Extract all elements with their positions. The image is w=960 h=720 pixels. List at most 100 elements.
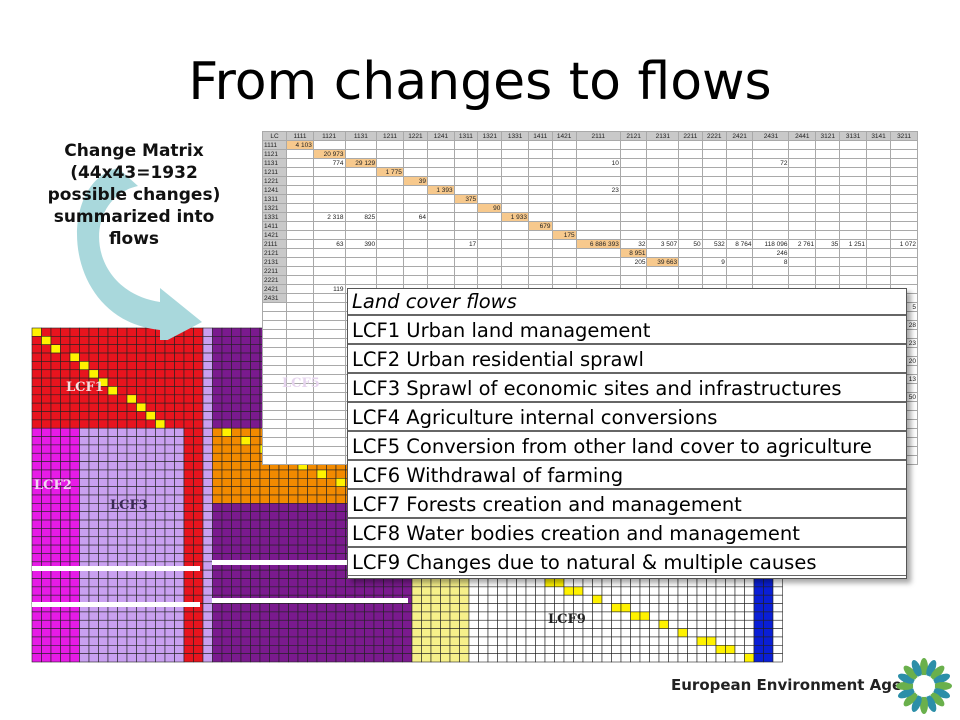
matrix-separator [212, 598, 408, 603]
matrix-cell [69, 394, 80, 404]
matrix-cell [354, 653, 365, 663]
matrix-cell [231, 619, 242, 629]
matrix-cell [88, 444, 99, 454]
matrix-separator [32, 602, 200, 607]
matrix-cell [345, 611, 356, 621]
matrix-cell [60, 344, 71, 354]
matrix-cell [297, 528, 308, 538]
matrix-cell [193, 361, 204, 371]
table-cell: 246 [752, 248, 790, 258]
matrix-cell [411, 594, 422, 604]
matrix-cell [155, 477, 166, 487]
table-cell [815, 176, 841, 186]
matrix-cell [440, 653, 451, 663]
matrix-cell [164, 644, 175, 654]
matrix-cell [212, 452, 223, 462]
matrix-cell [744, 628, 755, 638]
matrix-cell [193, 419, 204, 429]
matrix-cell [98, 494, 109, 504]
matrix-cell [335, 619, 346, 629]
matrix-cell [145, 536, 156, 546]
matrix-cell [715, 594, 726, 604]
matrix-cell [535, 644, 546, 654]
matrix-cell [98, 511, 109, 521]
matrix-cell [107, 611, 118, 621]
matrix-cell [392, 578, 403, 588]
matrix-cell [31, 352, 42, 362]
matrix-cell [202, 619, 213, 629]
table-cell [678, 221, 703, 231]
matrix-cell [478, 628, 489, 638]
matrix-cell [706, 586, 717, 596]
matrix-cell [430, 653, 441, 663]
matrix-cell [98, 528, 109, 538]
matrix-cell [421, 628, 432, 638]
matrix-cell [326, 477, 337, 487]
legend-item: LCF8 Water bodies creation and managemen… [348, 521, 906, 548]
matrix-cell [221, 644, 232, 654]
matrix-cell [60, 352, 71, 362]
table-cell [646, 221, 680, 231]
matrix-cell [240, 361, 251, 371]
matrix-cell [611, 611, 622, 621]
table-cell: 32 [619, 239, 648, 249]
matrix-cell [98, 628, 109, 638]
matrix-cell [193, 536, 204, 546]
matrix-cell [183, 411, 194, 421]
matrix-cell [183, 477, 194, 487]
matrix-cell [288, 494, 299, 504]
matrix-cell [41, 494, 52, 504]
matrix-cell [136, 578, 147, 588]
land-cover-flows-legend: Land cover flows LCF1 Urban land managem… [347, 288, 907, 579]
matrix-cell [535, 611, 546, 621]
matrix-cell [421, 586, 432, 596]
table-cell: 1 933 [501, 212, 529, 222]
table-cell [427, 266, 455, 276]
matrix-cell [31, 377, 42, 387]
matrix-cell [231, 486, 242, 496]
matrix-cell [174, 402, 185, 412]
matrix-cell [117, 411, 128, 421]
matrix-cell [468, 611, 479, 621]
matrix-cell [706, 628, 717, 638]
matrix-cell [98, 352, 109, 362]
table-cell [312, 446, 346, 456]
matrix-cell [696, 653, 707, 663]
matrix-cell [288, 644, 299, 654]
matrix-cell [611, 586, 622, 596]
matrix-cell [639, 644, 650, 654]
matrix-cell [212, 444, 223, 454]
matrix-cell [696, 578, 707, 588]
matrix-cell [677, 636, 688, 646]
matrix-cell [212, 494, 223, 504]
table-cell [286, 167, 314, 177]
matrix-cell [31, 436, 42, 446]
matrix-cell [297, 619, 308, 629]
matrix-cell [50, 578, 61, 588]
matrix-cell [497, 653, 508, 663]
matrix-cell [630, 644, 641, 654]
matrix-cell [221, 352, 232, 362]
matrix-cell [478, 611, 489, 621]
table-cell [286, 158, 314, 168]
matrix-cell [193, 394, 204, 404]
matrix-cell [174, 569, 185, 579]
matrix-cell [544, 586, 555, 596]
matrix-cell [544, 603, 555, 613]
table-cell [501, 266, 529, 276]
matrix-cell [316, 486, 327, 496]
matrix-cell [250, 436, 261, 446]
column-header: 3121 [815, 131, 841, 141]
matrix-cell [278, 486, 289, 496]
matrix-cell [573, 586, 584, 596]
table-cell [551, 221, 577, 231]
matrix-cell [440, 611, 451, 621]
table-cell [815, 212, 841, 222]
table-cell [427, 248, 455, 258]
table-cell [815, 185, 841, 195]
matrix-cell [136, 653, 147, 663]
matrix-cell [88, 628, 99, 638]
matrix-cell [126, 519, 137, 529]
matrix-cell [630, 578, 641, 588]
matrix-cell [60, 619, 71, 629]
